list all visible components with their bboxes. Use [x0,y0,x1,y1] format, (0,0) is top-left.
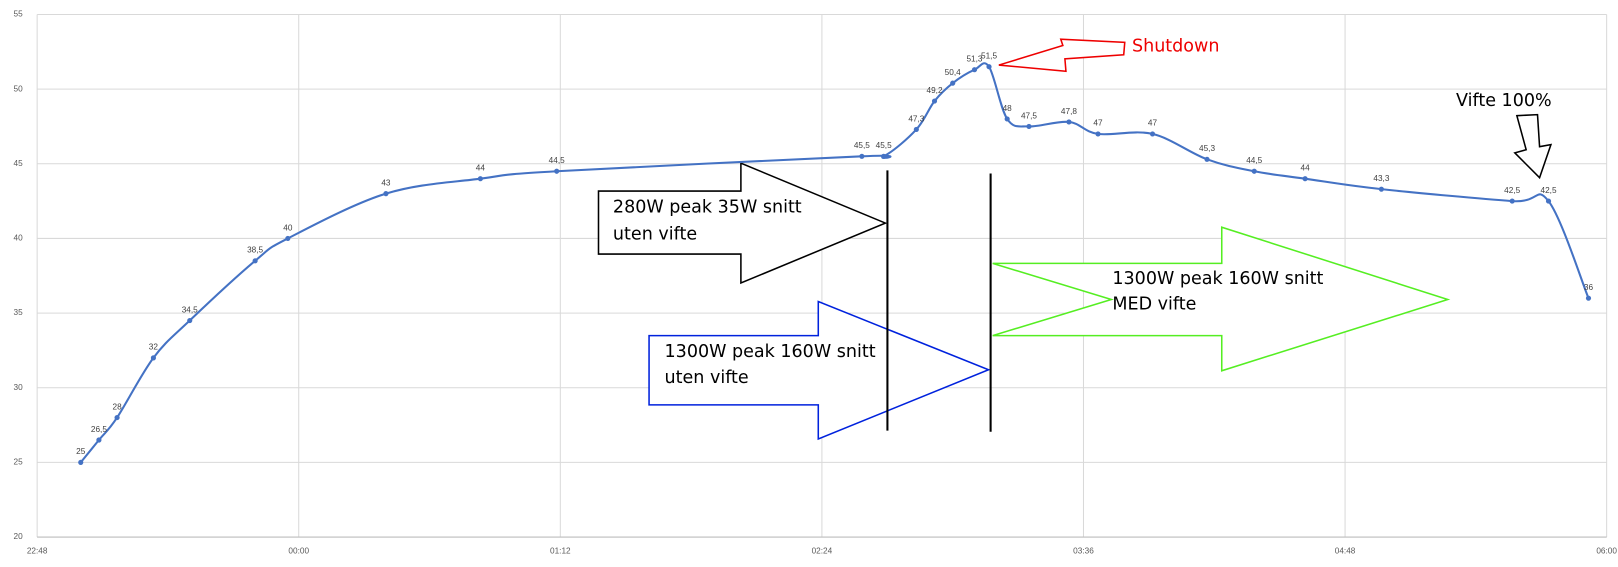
point [1545,198,1552,204]
point [971,67,978,73]
y-tick-label: 40 [14,234,24,243]
data-label: 40 [283,223,293,232]
data-label: 42,5 [1504,186,1520,195]
y-tick-label: 25 [14,458,24,467]
point [986,64,992,70]
annotation: Shutdown [1132,36,1219,56]
data-label: 34,5 [182,305,198,314]
data-label: 47,8 [1061,107,1077,116]
annotation: uten vifte [613,224,697,244]
point [1302,176,1308,182]
point [1585,295,1592,301]
point [477,176,483,182]
data-label: 47 [1148,119,1158,128]
plot: 25 26,5 28 32 34,5 38,5 40 43 44 44,5 45,5 45,5 47,3… [76,52,1593,465]
data-label: 26,5 [91,425,107,434]
y-tick-label: 55 [14,10,24,19]
data-label: 51,5 [981,52,997,61]
arrow [998,38,1126,73]
y-tick-label: 30 [14,383,24,392]
annotation: 1300W peak 160W snitt [1112,269,1323,289]
point [1026,123,1032,130]
data-label: 44 [1301,164,1311,173]
point [1149,131,1156,137]
point [931,98,938,104]
point [114,415,120,421]
point [1204,156,1210,162]
annotation: 280W peak 35W snitt [613,198,802,218]
data-label: 48 [1003,104,1013,113]
data-label: 47,5 [1021,111,1037,120]
annotation: 1300W peak 160W snitt [665,342,876,362]
data-label: 45,5 [876,141,892,150]
point [1378,186,1384,192]
point [1066,119,1072,125]
y-tick-label: 20 [14,532,24,541]
point [78,459,84,465]
point [1251,168,1257,174]
y-tick-label: 45 [14,159,24,168]
data-label: 43,3 [1373,174,1389,183]
point [150,355,156,361]
point [859,153,865,159]
x-tick-label: 03:36 [1073,547,1094,556]
point [285,235,291,242]
data-label: 44,5 [1246,156,1262,165]
data-label: 32 [149,343,159,352]
data-label: 36 [1584,283,1594,292]
x-tick-label: 01:12 [550,547,571,556]
data-label: 50,4 [945,68,961,77]
data-label: 45,5 [854,141,870,150]
x-tick-label: 02:24 [812,547,833,556]
x-tick-label: 22:48 [27,547,48,556]
annotation: MED vifte [1112,295,1196,315]
annotation: uten vifte [665,368,749,388]
data-label: 47,3 [908,114,924,123]
data-label: 38,5 [247,246,263,255]
data-label: 45,3 [1199,144,1215,153]
data-label: 28 [112,402,122,411]
arrow [992,226,1451,372]
x-tick-label: 06:00 [1596,547,1617,556]
x-tick-label: 00:00 [288,547,309,556]
data-label: 47 [1093,119,1103,128]
data-label: 43 [381,178,391,187]
x-tick-label: 04:48 [1335,547,1356,556]
point [881,153,887,159]
arrow [1513,113,1553,180]
arrow [597,162,888,285]
arrow [648,300,991,441]
point [950,80,956,86]
point [1095,131,1101,137]
data-label: 51,3 [966,55,982,64]
point [96,437,102,443]
y-tick-label: 35 [14,308,24,317]
annotation-texts: 280W peak 35W snitt uten vifte 1300W pea… [613,36,1552,388]
data-label: 25 [76,447,86,456]
data-label: 49,2 [926,86,942,95]
annotation-shapes [597,38,1553,441]
point [554,168,560,174]
point [1004,116,1010,122]
point [1509,198,1515,204]
data-label: 44,5 [549,156,565,165]
annotation: Vifte 100% [1456,91,1552,111]
point [383,191,389,197]
point [913,126,919,133]
data-label: 42,5 [1540,186,1556,195]
y-tick-label: 50 [14,84,24,93]
point [252,258,258,264]
data-label: 44 [476,164,486,173]
point [187,317,193,324]
